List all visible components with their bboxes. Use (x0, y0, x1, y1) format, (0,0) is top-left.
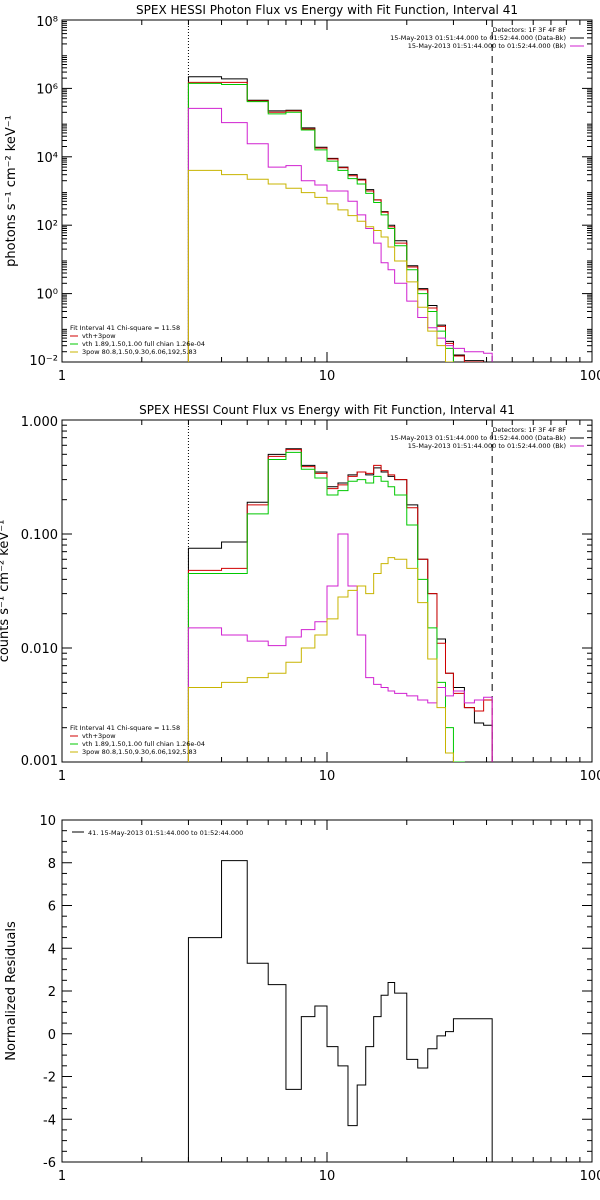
series-1-line (187, 449, 493, 762)
y-tick-label: 6 (48, 900, 56, 915)
legend-entry: 41. 15-May-2013 01:51:44.000 to 01:52:44… (88, 829, 243, 837)
x-tick-label: 1 (58, 369, 66, 384)
series-0-line (187, 860, 493, 1162)
y-tick-label: 10 (39, 814, 56, 829)
legend-entry: 15-May-2013 01:51:44.000 to 01:52:44.000… (408, 442, 566, 450)
y-tick-label: 10² (36, 219, 58, 234)
y-tick-label: 0.010 (21, 642, 58, 657)
series-2-line (187, 451, 465, 762)
legend-entry: vth 1.89,1.50,1.00 full chian 1.26e-04 (82, 340, 205, 348)
legend-entry: 15-May-2013 01:51:44.000 to 01:52:44.000… (408, 42, 566, 50)
y-tick-label: 10⁴ (36, 151, 58, 166)
legend-entry: vth+3pow (82, 332, 116, 340)
y-tick-label: 0 (48, 1028, 56, 1043)
legend-entry: 15-May-2013 01:51:44.000 to 01:52:44.000… (390, 34, 566, 42)
y-tick-label: -4 (43, 1113, 56, 1128)
series-3-line (187, 533, 493, 762)
series-4-line (187, 557, 454, 762)
chart-title: SPEX HESSI Photon Flux vs Energy with Fi… (136, 3, 518, 17)
series-3-line (187, 107, 493, 362)
legend-entry: vth+3pow (82, 732, 116, 740)
y-axis-label: Normalized Residuals (4, 921, 19, 1061)
y-axis-label: counts s⁻¹ cm⁻² keV⁻¹ (0, 520, 12, 663)
y-tick-label: -6 (43, 1156, 56, 1171)
series-0-line (187, 448, 493, 762)
y-tick-label: -2 (43, 1071, 56, 1086)
y-tick-label: 1.000 (21, 415, 58, 430)
series-1-line (187, 81, 485, 362)
x-tick-label: 100 (580, 1169, 600, 1184)
series-0-line (187, 76, 485, 362)
y-axis-label: photons s⁻¹ cm⁻² keV⁻¹ (4, 115, 19, 267)
legend-entry: 3pow 80.8,1.50,9.30,6.06,192,5.83 (82, 748, 197, 756)
x-tick-label: 1 (58, 1169, 66, 1184)
y-tick-label: 4 (48, 942, 56, 957)
legend-entry: Fit Interval 41 Chi-square = 11.58 (70, 724, 180, 732)
x-tick-label: 10 (319, 1169, 336, 1184)
x-tick-label: 10 (319, 369, 336, 384)
x-tick-label: 1 (58, 769, 66, 784)
y-tick-label: 10⁶ (36, 82, 58, 97)
x-tick-label: 10 (319, 769, 336, 784)
y-tick-label: 0.001 (21, 754, 58, 769)
y-tick-label: 10⁸ (36, 15, 58, 30)
y-tick-label: 10⁰ (36, 288, 58, 303)
y-tick-label: 2 (48, 985, 56, 1000)
legend-entry: Fit Interval 41 Chi-square = 11.58 (70, 324, 180, 332)
series-2-line (187, 82, 454, 362)
legend-entry: Detectors: 1F 3F 4F 8F (492, 426, 566, 434)
legend-entry: 15-May-2013 01:51:44.000 to 01:52:44.000… (390, 434, 566, 442)
y-tick-label: 10⁻² (29, 354, 58, 369)
plot-frame (61, 819, 593, 1163)
x-tick-label: 100 (580, 369, 600, 384)
legend-entry: Detectors: 1F 3F 4F 8F (492, 26, 566, 34)
x-tick-label: 100 (580, 769, 600, 784)
legend-entry: 3pow 80.8,1.50,9.30,6.06,192,5.83 (82, 348, 197, 356)
chart-title: SPEX HESSI Count Flux vs Energy with Fit… (139, 403, 515, 417)
y-tick-label: 0.100 (21, 528, 58, 543)
series-4-line (187, 169, 454, 362)
y-tick-label: 8 (48, 857, 56, 872)
legend-entry: vth 1.89,1.50,1.00 full chian 1.26e-04 (82, 740, 205, 748)
